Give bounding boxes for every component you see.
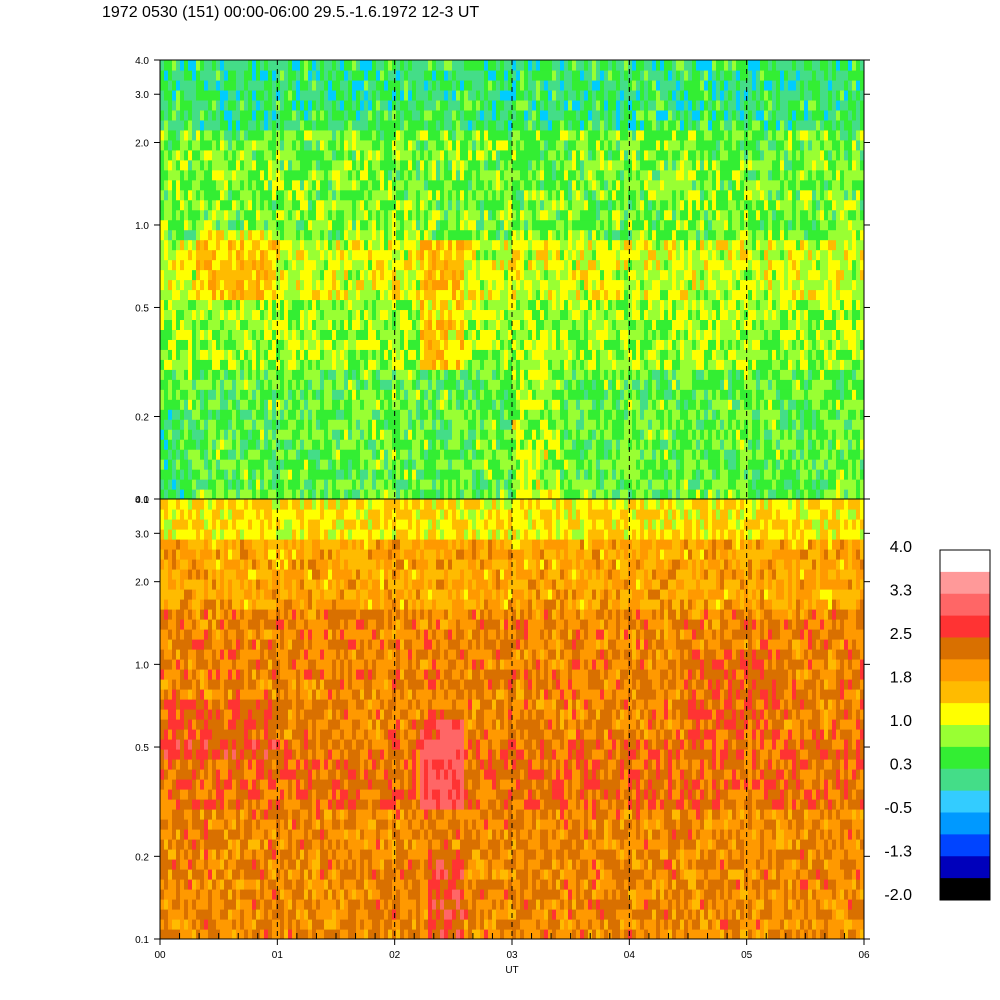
colorbar-label: 3.3 [890, 583, 912, 600]
colorbar-swatch [940, 571, 990, 595]
x-tick-label: 01 [272, 950, 284, 961]
y-tick-label: 0.5 [135, 743, 149, 754]
colorbar-label: 1.0 [890, 713, 912, 730]
colorbar-label: 4.0 [890, 539, 912, 556]
y-tick-label: 4.0 [135, 495, 149, 506]
colorbar-swatch [940, 637, 990, 660]
colorbar-swatch [940, 768, 990, 792]
x-tick-label: 02 [389, 950, 401, 961]
colorbar-swatch [940, 615, 990, 639]
x-tick-label: 04 [624, 950, 636, 961]
colorbar-frame [939, 549, 991, 901]
colorbar-swatch [940, 593, 990, 617]
y-tick-label: 2.0 [135, 138, 149, 149]
colorbar-swatch [940, 746, 990, 770]
colorbar-swatch [940, 681, 990, 704]
y-tick-label: 4.0 [135, 56, 149, 67]
colorbar-swatch [940, 812, 990, 835]
y-tick-label: 1.0 [135, 221, 149, 232]
y-tick-label: 0.2 [135, 852, 149, 863]
x-tick-label: 03 [506, 950, 518, 961]
lower-spectrogram-panel [160, 499, 864, 939]
upper-spectrogram-panel [160, 60, 864, 499]
x-axis-label: UT [505, 965, 518, 976]
colorbar-swatch [940, 550, 990, 573]
colorbar-label: 2.5 [890, 626, 912, 643]
y-tick-label: 2.0 [135, 578, 149, 589]
colorbar-swatch [940, 725, 990, 748]
colorbar-swatch [940, 703, 990, 726]
colorbar-swatch [940, 790, 990, 814]
colorbar-swatch [940, 834, 990, 857]
y-tick-label: 0.2 [135, 413, 149, 424]
colorbar-label: 0.3 [890, 757, 912, 774]
colorbar-label: -0.5 [884, 800, 912, 817]
colorbar-swatch [940, 856, 990, 879]
x-tick-label: 05 [741, 950, 753, 961]
colorbar-label: 1.8 [890, 670, 912, 687]
colorbar-swatch [940, 878, 990, 901]
colorbar-swatch [940, 659, 990, 682]
y-tick-label: 1.0 [135, 660, 149, 671]
colorbar: 4.0 3.3 2.5 1.8 1.0 0.3 -0.5 -1.3 -2.0 [884, 539, 991, 904]
x-tick-label: 06 [858, 950, 870, 961]
colorbar-label: -2.0 [884, 887, 912, 904]
chart-title: 1972 0530 (151) 00:00-06:00 29.5.-1.6.19… [102, 4, 480, 21]
y-tick-label: 3.0 [135, 529, 149, 540]
y-tick-label: 3.0 [135, 90, 149, 101]
colorbar-label: -1.3 [884, 844, 912, 861]
x-tick-label: 00 [154, 950, 166, 961]
y-tick-label: 0.1 [135, 495, 149, 506]
y-tick-label: 0.1 [135, 935, 149, 946]
y-tick-label: 0.5 [135, 303, 149, 314]
